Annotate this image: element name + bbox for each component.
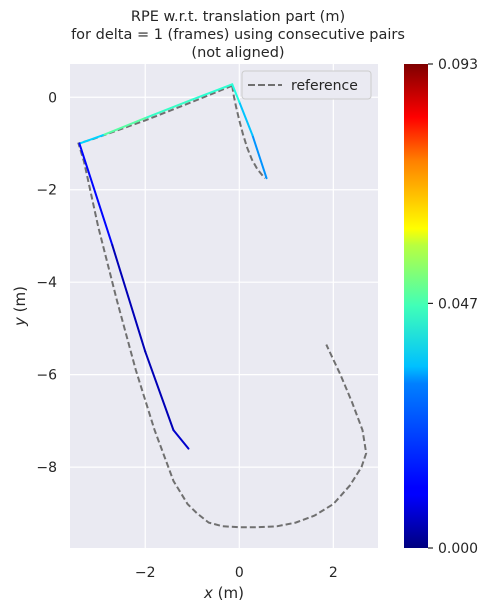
colorbar-tick-label: 0.000 [438,541,478,557]
reference-line [231,85,266,179]
y-tick-label: −2 [36,183,57,199]
trajectory-segment [78,134,104,145]
reference-line [77,84,368,529]
chart-title-line-2: for delta = 1 (frames) using consecutive… [71,27,405,43]
trajectory-segment [172,429,190,450]
trajectory-segment [101,117,147,137]
x-axis-label: x (m) [203,584,244,602]
x-tick-label: 0 [235,565,244,581]
x-tick-label: 2 [329,565,338,581]
legend-box [241,70,372,100]
colorbar [404,64,428,548]
plot-area [70,64,378,548]
legend: reference [241,70,372,100]
legend-reference-label: reference [291,78,358,94]
colorbar-tick-label: 0.047 [438,296,478,312]
trajectory-segment [144,350,175,432]
trajectory-segment [144,98,194,120]
x-tick-labels: −2 0 2 [135,565,338,581]
y-tick-labels: 0 −2 −4 −6 −8 [36,90,57,476]
colorbar-tick-label: 0.093 [438,57,478,73]
colorbar-tick-labels: 0.000 0.047 0.093 [428,57,478,557]
y-tick-label: 0 [48,90,57,106]
chart-title-line-3: (not aligned) [191,45,284,61]
chart-title-line-1: RPE w.r.t. translation part (m) [131,9,345,25]
trajectory-segment [231,83,241,103]
trajectory-segment [111,244,147,353]
trajectory-segment [238,100,254,137]
y-axis-label: y (m) [11,286,29,327]
x-tick-label: −2 [135,565,156,581]
grid-lines [70,64,378,548]
y-tick-label: −8 [36,460,57,476]
y-tick-label: −4 [36,275,57,291]
trajectory-segment [191,83,234,101]
series-layer [77,83,368,529]
trajectory-segment [251,134,268,180]
trajectory-segment [78,142,114,247]
y-tick-label: −6 [36,368,57,384]
